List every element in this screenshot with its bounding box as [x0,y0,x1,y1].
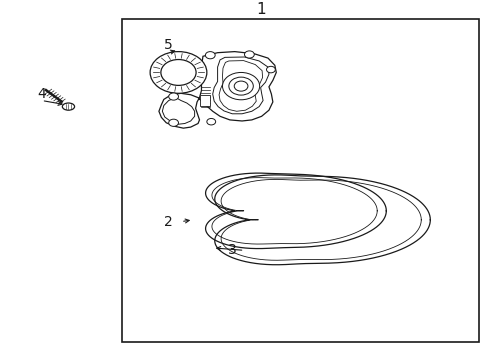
Circle shape [206,118,215,125]
Bar [122,19,478,342]
Polygon shape [159,51,276,128]
Text: 4: 4 [37,87,46,101]
Polygon shape [162,98,194,124]
Text: 1: 1 [256,2,266,17]
Circle shape [205,51,215,59]
Polygon shape [219,60,262,111]
Bar [199,95,210,105]
Circle shape [244,51,254,58]
Circle shape [222,72,259,100]
Ellipse shape [62,103,74,110]
Circle shape [168,119,178,126]
Polygon shape [214,175,429,265]
Polygon shape [212,57,268,114]
Circle shape [266,66,275,73]
Circle shape [161,59,196,85]
Text: 2: 2 [164,215,173,229]
Text: 3: 3 [227,243,236,257]
Text: 5: 5 [164,39,173,53]
Circle shape [150,51,206,93]
Circle shape [168,93,178,100]
Circle shape [228,77,253,95]
Circle shape [234,81,247,91]
